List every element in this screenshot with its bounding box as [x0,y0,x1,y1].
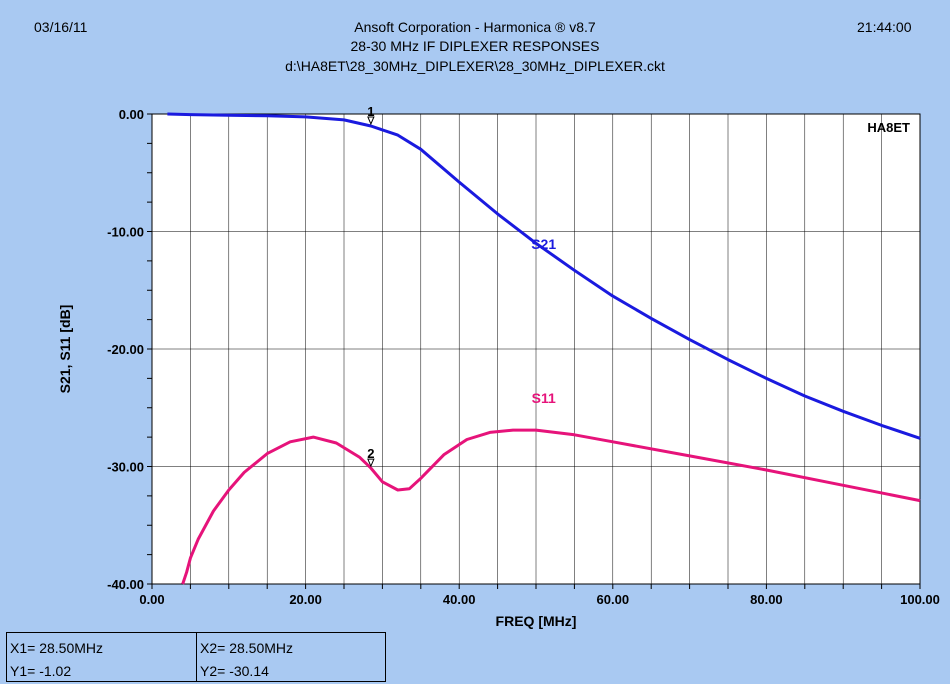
series-line-s21 [167,112,921,440]
annotation-label: HA8ET [867,120,910,135]
marker-2-x: X2= 28.50MHz [200,640,293,656]
series-label-s11: S11 [532,390,556,406]
y-tick-label: -30.00 [107,460,144,475]
plot-title: 28-30 MHz IF DIPLEXER RESPONSES [350,38,600,54]
y-tick-label: -40.00 [107,577,144,592]
marker-group: 12 [367,104,375,468]
y-tick-label: -10.00 [107,225,144,240]
time-label: 21:44:00 [857,19,912,35]
x-tick-label: 80.00 [750,592,783,607]
axis-ticks: 0.00 20.00 40.00 60.00 80.00 100.00 0.00 -10.00… [107,107,940,607]
file-path: d:\HA8ET\28_30MHz_DIPLEXER\28_30MHz_DIPL… [285,58,665,74]
y-tick-label: -20.00 [107,342,144,357]
y-axis-label: S21, S11 [dB] [57,305,73,394]
marker-2-y: Y2= -30.14 [200,663,269,679]
marker-1-y: Y1= -1.02 [10,663,72,679]
x-tick-label: 40.00 [443,592,476,607]
marker-1-label: 1 [367,104,374,119]
x-tick-label: 60.00 [597,592,630,607]
x-tick-label: 0.00 [139,592,164,607]
app-title: Ansoft Corporation - Harmonica ® v8.7 [354,19,596,35]
date-label: 03/16/11 [34,19,88,35]
x-tick-label: 100.00 [900,592,940,607]
marker-2-readout: X2= 28.50MHz Y2= -30.14 [197,633,387,681]
marker-readout-panel: X1= 28.50MHz Y1= -1.02 X2= 28.50MHz Y2= … [6,632,386,682]
marker-2-label: 2 [367,446,374,461]
chart-area: 0.00 20.00 40.00 60.00 80.00 100.00 0.00 -10.00… [57,104,940,629]
x-tick-label: 20.00 [289,592,322,607]
series-group: S21 S11 [167,112,921,585]
series-label-s21: S21 [531,236,556,252]
marker-1-readout: X1= 28.50MHz Y1= -1.02 [7,633,197,681]
grid [152,114,920,584]
marker-1-x: X1= 28.50MHz [10,640,103,656]
x-axis-label: FREQ [MHz] [496,613,577,629]
series-line-s11 [181,428,921,585]
marker-2-triangle [367,458,375,468]
y-tick-label: 0.00 [119,107,144,122]
marker-1-triangle [367,116,375,126]
